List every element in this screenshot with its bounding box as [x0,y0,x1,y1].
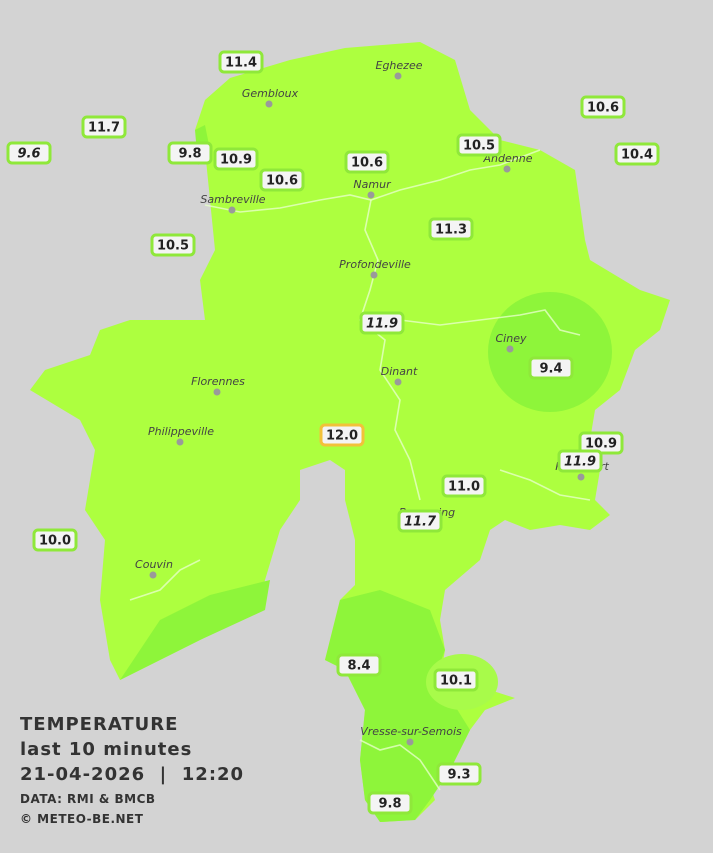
river [129,559,201,601]
legend-copyright: © METEO-BE.NET [20,812,144,826]
town-label: Profondeville [339,258,411,271]
town-label: Ciney [496,332,527,345]
cold-zone [488,292,612,412]
town-label: Florennes [191,375,245,388]
station-box [336,653,382,677]
station-value: 10.5 [157,239,189,254]
legend-datetime: 21-04-2026 | 12:20 [20,764,244,785]
town-dot [149,571,157,579]
town-dot [265,100,273,108]
station-value: 10.0 [39,534,71,549]
station-value: 10.9 [585,437,617,452]
station-value: 9.8 [178,147,201,162]
station-box [81,115,127,139]
station-box [344,150,390,174]
river [359,199,421,501]
town-label: Vresse-sur-Semois [360,725,462,738]
town-label: Couvin [135,558,173,571]
town-dot [394,72,402,80]
station-box [213,147,259,171]
town-dot [406,738,414,746]
station-value: 11.7 [404,515,437,530]
station-box [436,762,482,786]
legend-source: DATA: RMI & BMCB [20,792,156,806]
town-dot [394,378,402,386]
station-box [259,168,305,192]
station-value: 11.3 [435,223,467,238]
town-label: Gembloux [242,87,299,100]
town-label: Sambreville [200,193,265,206]
station-value: 11.4 [225,56,257,71]
town-label: Dinant [381,365,418,378]
legend-period: last 10 minutes [20,739,192,760]
town-dot [367,191,375,199]
station-value: 10.6 [587,101,619,116]
station-box [433,668,479,692]
station-box [428,217,474,241]
river [499,469,591,501]
cold-zone [120,580,270,680]
station-value: 11.0 [448,480,480,495]
river [399,309,581,336]
legend-title: TEMPERATURE [20,714,178,735]
station-value: 10.1 [440,674,472,689]
station-value: 12.0 [326,429,358,444]
town-dot [506,345,514,353]
town-dot [577,473,585,481]
station-box [367,791,413,815]
town-dot [503,165,511,173]
station-box [6,141,52,165]
river [359,739,441,791]
station-value: 10.6 [266,174,298,189]
station-value: 9.6 [17,147,40,162]
station-value: 11.9 [366,317,398,332]
station-box [397,509,443,533]
station-box [319,423,365,447]
cold-zone [325,590,470,822]
station-box [359,311,405,335]
station-value: 8.4 [347,659,370,674]
station-box [614,142,660,166]
town-dot [176,438,184,446]
station-box [32,528,78,552]
town-dot [213,388,221,396]
station-value: 9.8 [378,797,401,812]
station-value: 11.7 [88,121,120,136]
station-box [218,50,264,74]
station-value: 10.5 [463,139,495,154]
town-label: Namur [353,178,392,191]
station-box [456,133,502,157]
station-value: 10.9 [220,153,252,168]
station-value: 10.6 [351,156,383,171]
town-label: Philippeville [148,425,214,438]
town-label: Eghezee [376,59,423,72]
station-value: 9.4 [539,362,562,377]
town-dot [370,271,378,279]
station-box [557,449,603,473]
station-box [528,356,574,380]
station-box [167,141,213,165]
station-value: 9.3 [447,768,470,783]
station-value: 10.4 [621,148,653,163]
station-box [150,233,196,257]
station-box [580,95,626,119]
station-value: 11.9 [564,455,596,470]
town-dot [228,206,236,214]
station-box [441,474,487,498]
